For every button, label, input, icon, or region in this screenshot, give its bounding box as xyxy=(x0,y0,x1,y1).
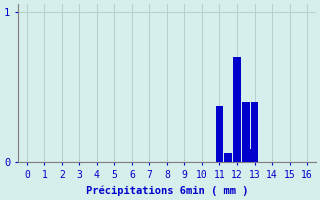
Bar xyxy=(248,149,256,162)
Bar xyxy=(233,57,241,162)
X-axis label: Précipitations 6min ( mm ): Précipitations 6min ( mm ) xyxy=(86,185,248,196)
Bar xyxy=(224,153,232,162)
Bar xyxy=(251,102,259,162)
Bar xyxy=(242,102,250,162)
Bar xyxy=(216,106,223,162)
